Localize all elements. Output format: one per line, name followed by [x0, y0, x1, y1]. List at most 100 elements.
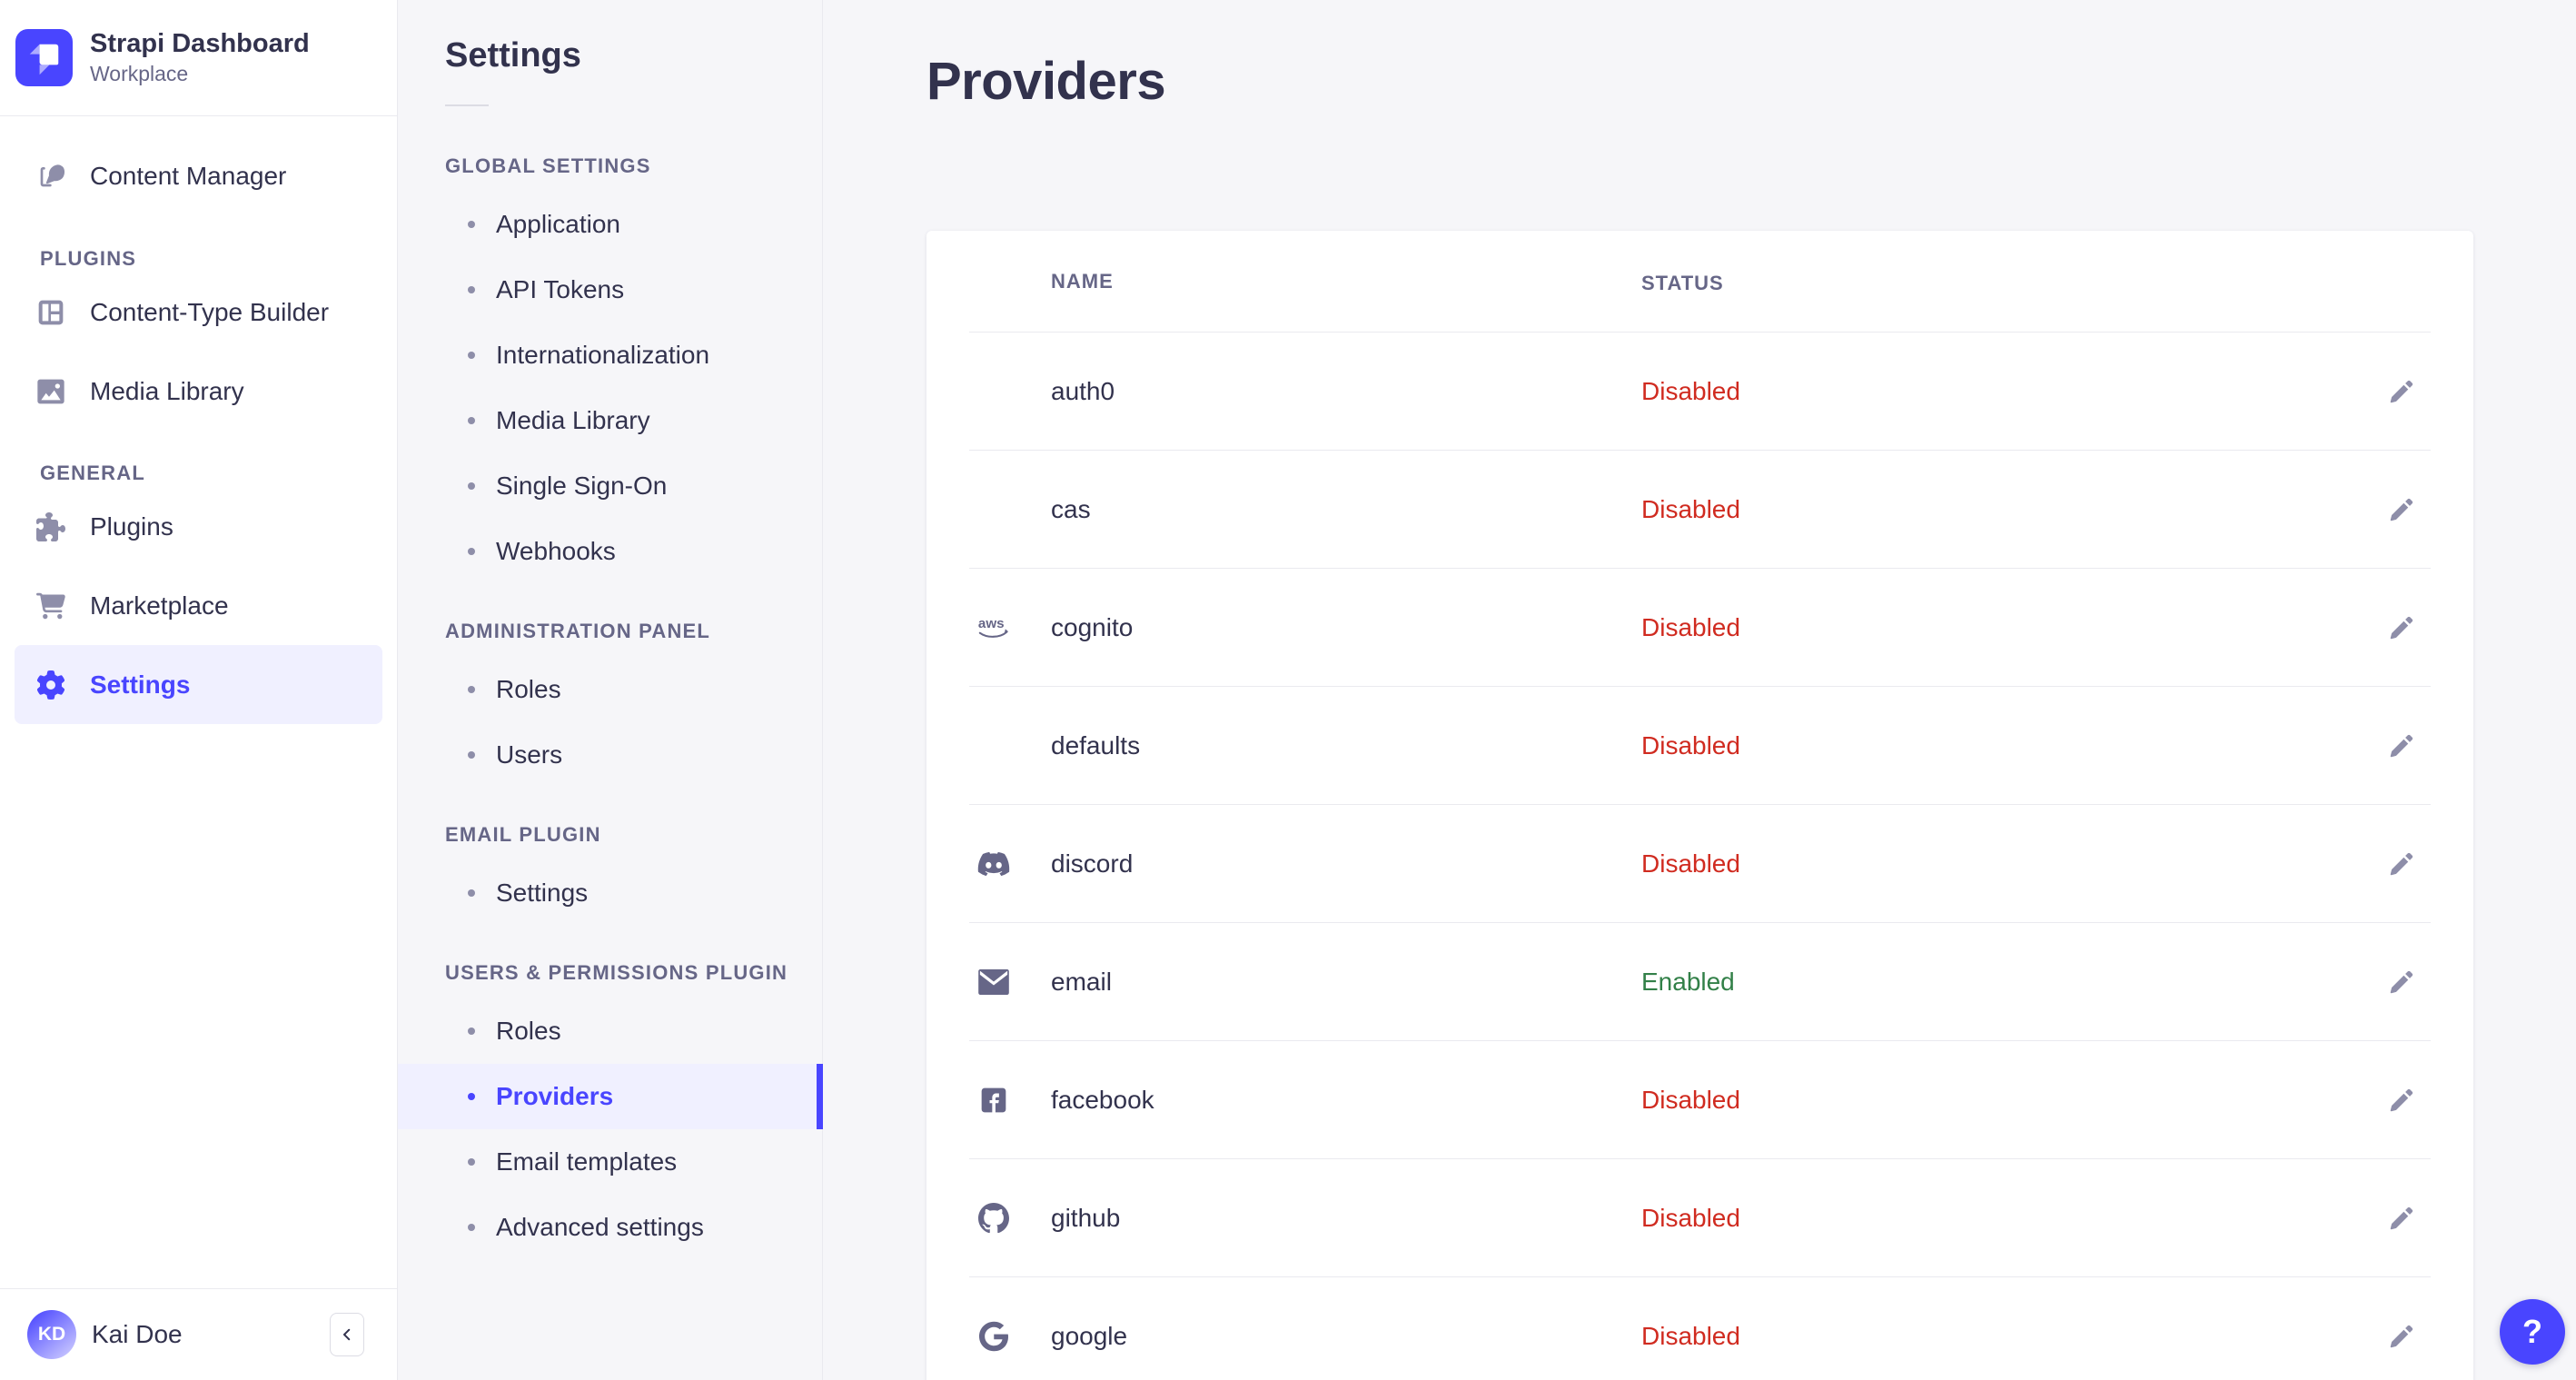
table-row-facebook[interactable]: facebook Disabled — [969, 1041, 2431, 1159]
subnav-item-single-sign-on[interactable]: Single Sign-On — [398, 453, 822, 519]
avatar[interactable]: KD — [27, 1310, 76, 1359]
chevron-left-icon — [343, 1328, 351, 1341]
provider-name: email — [1051, 967, 1112, 996]
subnav-item-api-tokens[interactable]: API Tokens — [398, 257, 822, 323]
subnav-item-label: Roles — [496, 675, 561, 703]
bullet-icon — [468, 1028, 475, 1035]
github-icon — [976, 1200, 1011, 1236]
media-library-icon — [37, 379, 64, 403]
subnav-item-application[interactable]: Application — [398, 192, 822, 257]
table-row-github[interactable]: github Disabled — [969, 1159, 2431, 1277]
subnav-item-internationalization[interactable]: Internationalization — [398, 323, 822, 388]
edit-provider-button[interactable] — [2382, 962, 2422, 1002]
subnav-item-advanced-settings[interactable]: Advanced settings — [398, 1195, 822, 1260]
brand-home-link[interactable]: Strapi Dashboard Workplace — [0, 0, 397, 116]
pencil-icon — [2390, 852, 2413, 875]
edit-provider-button[interactable] — [2382, 372, 2422, 412]
subnav-section-users-permissions-plugin: USERS & PERMISSIONS PLUGIN — [445, 961, 788, 984]
provider-name: facebook — [1051, 1085, 1154, 1114]
status-badge: Disabled — [1641, 1085, 1740, 1114]
strapi-logo-icon — [15, 29, 73, 86]
bullet-icon — [468, 1093, 475, 1100]
subnav-item-admin-users[interactable]: Users — [398, 722, 822, 788]
subnav-title: Settings — [445, 36, 581, 74]
bullet-icon — [468, 1224, 475, 1231]
edit-provider-button[interactable] — [2382, 726, 2422, 766]
subnav-item-admin-roles[interactable]: Roles — [398, 657, 822, 722]
subnav-item-label: Webhooks — [496, 537, 616, 565]
table-row-email[interactable]: email Enabled — [969, 923, 2431, 1041]
shopping-cart-icon — [36, 592, 65, 619]
table-row-discord[interactable]: discord Disabled — [969, 805, 2431, 923]
edit-provider-button[interactable] — [2382, 1080, 2422, 1120]
subnav-item-label: Advanced settings — [496, 1213, 704, 1241]
sidebar-item-settings[interactable]: Settings — [15, 645, 382, 724]
sidebar-item-media-library[interactable]: Media Library — [15, 352, 382, 431]
subnav-item-label: Settings — [496, 879, 589, 907]
table-row-cognito[interactable]: aws cognito Disabled — [969, 569, 2431, 687]
svg-text:aws: aws — [978, 616, 1005, 631]
provider-name: github — [1051, 1203, 1121, 1232]
main-content: Providers NAME STATUS auth0 Disabled — [823, 0, 2576, 1380]
bullet-icon — [468, 751, 475, 759]
nav-section-plugins: PLUGINS — [40, 247, 137, 270]
table-row-cas[interactable]: cas Disabled — [969, 451, 2431, 569]
bullet-icon — [468, 286, 475, 293]
edit-provider-button[interactable] — [2382, 490, 2422, 530]
status-badge: Disabled — [1641, 376, 1740, 405]
sidebar-item-marketplace[interactable]: Marketplace — [15, 566, 382, 645]
user-bar: KD Kai Doe — [0, 1288, 397, 1380]
subnav-item-label: Media Library — [496, 406, 650, 434]
table-row-google[interactable]: google Disabled — [969, 1277, 2431, 1380]
provider-name: discord — [1051, 849, 1134, 878]
sidebar-item-label: Content-Type Builder — [90, 297, 330, 326]
gear-icon — [36, 670, 65, 700]
status-badge: Disabled — [1641, 494, 1740, 523]
pencil-icon — [2390, 734, 2413, 757]
edit-provider-button[interactable] — [2382, 1316, 2422, 1356]
subnav-item-email-templates[interactable]: Email templates — [398, 1129, 822, 1195]
collapse-sidebar-button[interactable] — [330, 1313, 364, 1356]
providers-table-card: NAME STATUS auth0 Disabled — [926, 231, 2473, 1380]
subnav-item-up-roles[interactable]: Roles — [398, 998, 822, 1064]
brand-title: Strapi Dashboard — [90, 28, 310, 58]
pencil-icon — [2390, 1206, 2413, 1229]
subnav-section-administration-panel: ADMINISTRATION PANEL — [445, 620, 711, 642]
table-row-defaults[interactable]: defaults Disabled — [969, 687, 2431, 805]
table-row-auth0[interactable]: auth0 Disabled — [969, 333, 2431, 451]
sidebar-item-content-type-builder[interactable]: Content-Type Builder — [15, 273, 382, 352]
edit-provider-button[interactable] — [2382, 844, 2422, 884]
bullet-icon — [468, 482, 475, 490]
sidebar-item-label: Content Manager — [90, 161, 287, 190]
page-title: Providers — [926, 52, 1166, 111]
subnav-section-global-settings: GLOBAL SETTINGS — [445, 154, 651, 177]
subnav-item-media-library[interactable]: Media Library — [398, 388, 822, 453]
pencil-icon — [2390, 380, 2413, 402]
pencil-icon — [2390, 616, 2413, 639]
sidebar-item-label: Marketplace — [90, 591, 229, 620]
subnav-item-label: Email templates — [496, 1147, 678, 1176]
status-badge: Disabled — [1641, 612, 1740, 641]
status-badge: Disabled — [1641, 1322, 1740, 1350]
main-nav-list: Content Manager PLUGINS Content-Type Bui… — [0, 116, 397, 724]
sidebar-item-content-manager[interactable]: Content Manager — [15, 136, 382, 215]
icon-spacer — [976, 728, 1011, 764]
status-badge: Disabled — [1641, 730, 1740, 759]
user-name: Kai Doe — [92, 1320, 183, 1348]
edit-provider-button[interactable] — [2382, 608, 2422, 648]
icon-spacer — [976, 373, 1011, 410]
google-icon — [976, 1318, 1011, 1355]
subnav-item-email-settings[interactable]: Settings — [398, 860, 822, 926]
edit-provider-button[interactable] — [2382, 1198, 2422, 1238]
pencil-icon — [2390, 1325, 2413, 1348]
subnav-item-webhooks[interactable]: Webhooks — [398, 519, 822, 584]
subnav-item-providers[interactable]: Providers — [398, 1064, 823, 1129]
sidebar-item-plugins[interactable]: Plugins — [15, 487, 382, 566]
puzzle-icon — [36, 511, 65, 541]
envelope-icon — [976, 964, 1011, 1000]
bullet-icon — [468, 417, 475, 424]
bullet-icon — [468, 686, 475, 693]
help-button[interactable]: ? — [2500, 1299, 2565, 1365]
bullet-icon — [468, 1158, 475, 1166]
